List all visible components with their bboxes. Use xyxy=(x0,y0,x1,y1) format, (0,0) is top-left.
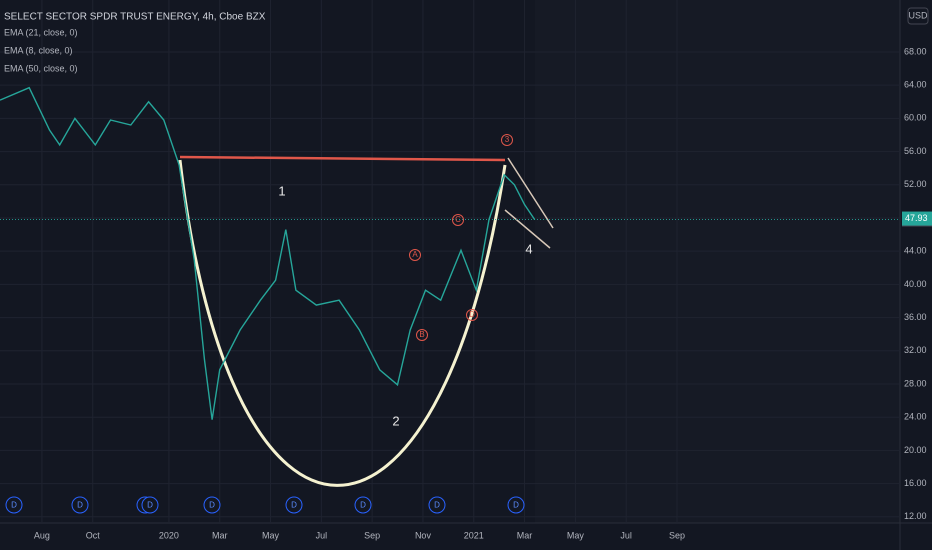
dividend-label: D xyxy=(434,501,440,510)
x-tick-label: Aug xyxy=(34,530,50,540)
annotation-circle xyxy=(416,329,428,341)
dividend-marker xyxy=(354,496,372,514)
currency-label[interactable]: USD xyxy=(908,10,928,20)
annotation: 4 xyxy=(525,241,532,256)
y-tick-label: 28.00 xyxy=(904,378,927,388)
annotation-circle xyxy=(466,309,478,321)
annotation: C xyxy=(455,215,461,224)
trend-line xyxy=(507,157,554,229)
annotation: B xyxy=(419,330,424,339)
y-tick-label: 44.00 xyxy=(904,246,927,256)
x-tick-label: Mar xyxy=(517,530,533,540)
x-tick-label: Sep xyxy=(669,530,685,540)
annotation: D xyxy=(469,310,475,319)
y-tick-label: 24.00 xyxy=(904,412,927,422)
x-tick-label: 2020 xyxy=(159,530,179,540)
dividend-marker xyxy=(71,496,89,514)
dividend-marker xyxy=(203,496,221,514)
price-line xyxy=(0,86,536,420)
resistance-line xyxy=(179,155,506,162)
indicator-label: EMA (21, close, 0) xyxy=(4,27,78,37)
currency-box[interactable] xyxy=(907,7,929,25)
x-tick-label: 2021 xyxy=(464,530,484,540)
cup-curve xyxy=(178,159,507,487)
annotation-circle xyxy=(409,249,421,261)
dividend-marker xyxy=(428,496,446,514)
y-tick-label: 16.00 xyxy=(904,478,927,488)
marks xyxy=(0,86,536,420)
annotation: 3 xyxy=(505,135,510,144)
x-tick-label: Nov xyxy=(415,530,432,540)
annotation-circle xyxy=(501,134,513,146)
y-tick-label: 40.00 xyxy=(904,279,927,289)
indicator-label: EMA (50, close, 0) xyxy=(4,63,78,73)
y-tick-label: 20.00 xyxy=(904,445,927,455)
dividend-marker xyxy=(507,496,525,514)
y-tick-label: 68.00 xyxy=(904,46,927,56)
annotation: 1 xyxy=(278,183,285,198)
y-tick-label: 52.00 xyxy=(904,179,927,189)
x-tick-label: Jul xyxy=(316,530,328,540)
grid xyxy=(0,0,900,523)
annotation-circle xyxy=(452,214,464,226)
dividend-marker xyxy=(5,496,23,514)
x-tick-label: May xyxy=(567,530,585,540)
annotation: 2 xyxy=(392,413,399,428)
x-tick-label: Sep xyxy=(364,530,380,540)
y-tick-label: 60.00 xyxy=(904,113,927,123)
future-area xyxy=(535,0,900,523)
price-tag xyxy=(902,211,932,226)
y-tick-label: 56.00 xyxy=(904,146,927,156)
dividend-marker xyxy=(285,496,303,514)
dividend-label: D xyxy=(360,501,366,510)
indicator-label: EMA (8, close, 0) xyxy=(4,45,73,55)
dividend-label: D xyxy=(11,501,17,510)
dividend-label: D xyxy=(77,501,83,510)
dividend-label: D xyxy=(147,501,153,510)
y-tick-label: 64.00 xyxy=(904,80,927,90)
y-tick-label: 32.00 xyxy=(904,345,927,355)
annotation: A xyxy=(412,250,418,259)
y-tick-label: 36.00 xyxy=(904,312,927,322)
y-tick-label: 12.00 xyxy=(904,511,927,521)
dividend-label: D xyxy=(513,501,519,510)
trend-line xyxy=(504,209,551,249)
price-tag-label: 47.93 xyxy=(905,213,928,223)
chart-title: SELECT SECTOR SPDR TRUST ENERGY, 4h, Cbo… xyxy=(4,12,266,23)
dividend-label: D xyxy=(209,501,215,510)
x-tick-label: Oct xyxy=(86,530,101,540)
dividend-label: D xyxy=(291,501,297,510)
x-tick-label: Mar xyxy=(212,530,228,540)
x-tick-label: May xyxy=(262,530,280,540)
x-tick-label: Jul xyxy=(620,530,632,540)
dividend-marker xyxy=(141,496,159,514)
